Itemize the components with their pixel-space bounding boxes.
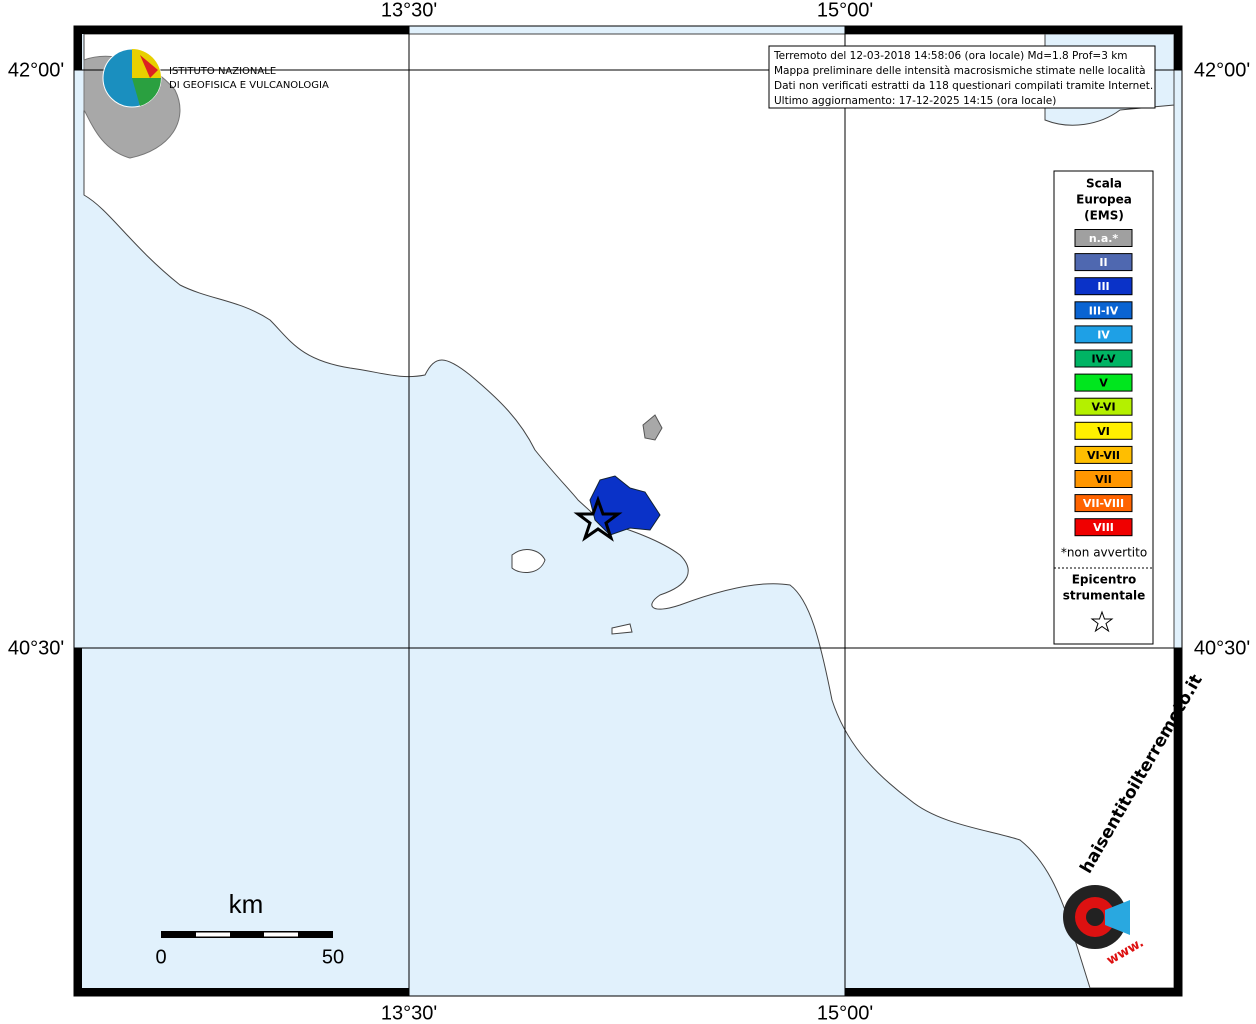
legend-label: IV-V bbox=[1091, 353, 1116, 366]
frame-bar bbox=[74, 648, 82, 996]
legend-label: III-IV bbox=[1089, 304, 1119, 317]
legend-title: (EMS) bbox=[1084, 209, 1124, 223]
legend-swatch bbox=[1074, 253, 1133, 272]
legend-swatch bbox=[1074, 301, 1133, 320]
legend-label: V-VI bbox=[1091, 401, 1115, 414]
frame-bar bbox=[1174, 648, 1182, 996]
legend-label: IV bbox=[1097, 328, 1110, 341]
lat-label: 42°00' bbox=[1194, 59, 1250, 81]
legend-swatch bbox=[1074, 277, 1133, 296]
badge-core bbox=[1086, 908, 1104, 926]
info-box bbox=[768, 45, 1156, 109]
legend: Scala Europea (EMS) *non avvertito Epice… bbox=[1053, 170, 1154, 645]
legend-swatch bbox=[1074, 397, 1133, 416]
frame-bar bbox=[845, 988, 1182, 996]
island bbox=[511, 549, 546, 573]
legend-label: VII bbox=[1095, 473, 1112, 486]
legend-swatch bbox=[1074, 229, 1133, 247]
legend-label: II bbox=[1099, 256, 1107, 269]
legend-star bbox=[1090, 610, 1114, 633]
info-line: Terremoto del 12-03-2018 14:58:06 (ora l… bbox=[773, 50, 1128, 62]
legend-label: VI bbox=[1097, 425, 1110, 438]
legend-label: VIII bbox=[1093, 521, 1114, 534]
info-line: Ultimo aggiornamento: 17-12-2025 14:15 (… bbox=[774, 95, 1056, 107]
legend-swatch bbox=[1074, 349, 1133, 368]
island bbox=[642, 414, 663, 441]
legend-swatch bbox=[1074, 421, 1133, 440]
legend-swatch bbox=[1074, 373, 1133, 392]
legend-swatch bbox=[1074, 518, 1133, 537]
frame-bar bbox=[74, 26, 409, 34]
lon-label: 13°30' bbox=[381, 1002, 437, 1024]
legend-label: n.a.* bbox=[1089, 232, 1119, 245]
legend-label: VII-VIII bbox=[1083, 497, 1124, 510]
legend-note: *non avvertito bbox=[1061, 546, 1147, 560]
logo-segment bbox=[140, 55, 158, 78]
lat-label: 42°00' bbox=[8, 59, 64, 81]
ingv-logo: ISTITUTO NAZIONALE DI GEOFISICA E VULCAN… bbox=[102, 48, 329, 108]
scale-label: 50 bbox=[322, 946, 344, 968]
legend-label: VI-VII bbox=[1087, 449, 1120, 462]
scale-label: 0 bbox=[155, 946, 166, 968]
frame-bar bbox=[1174, 26, 1182, 70]
logo-text: DI GEOFISICA E VULCANOLOGIA bbox=[169, 80, 329, 91]
info-line: Dati non verificati estratti da 118 ques… bbox=[774, 80, 1153, 92]
legend-swatch bbox=[1074, 494, 1133, 513]
logo-segment bbox=[132, 78, 162, 106]
lon-label: 13°30' bbox=[381, 0, 437, 21]
frame-bar bbox=[74, 988, 409, 996]
legend-label: V bbox=[1099, 377, 1108, 390]
scale-bar: km 0 50 bbox=[155, 889, 344, 968]
legend-swatch bbox=[1074, 325, 1133, 344]
frame bbox=[73, 25, 1183, 997]
frame-bar bbox=[845, 26, 1182, 34]
lat-label: 40°30' bbox=[8, 637, 64, 659]
scale-bar-body bbox=[161, 931, 333, 938]
info-line: Mappa preliminare delle intensità macros… bbox=[774, 65, 1146, 77]
lon-label: 15°00' bbox=[817, 0, 873, 21]
frame-bar bbox=[74, 26, 82, 70]
scale-segment bbox=[196, 932, 230, 937]
lat-label: 40°30' bbox=[1194, 637, 1250, 659]
scale-segment bbox=[264, 932, 298, 937]
legend-title: Europea bbox=[1076, 193, 1132, 207]
island bbox=[611, 623, 633, 635]
legend-title: Scala bbox=[1086, 177, 1122, 191]
legend-swatch bbox=[1074, 470, 1133, 488]
frame-border bbox=[73, 25, 1183, 997]
epicentre-star bbox=[573, 495, 623, 542]
legend-swatch bbox=[1074, 445, 1133, 464]
scale-unit: km bbox=[229, 889, 264, 919]
legend-epicentre: Epicentro bbox=[1072, 573, 1137, 587]
lon-label: 15°00' bbox=[817, 1002, 873, 1024]
logo-text: ISTITUTO NAZIONALE bbox=[169, 66, 276, 77]
legend-epicentre: strumentale bbox=[1063, 589, 1146, 603]
badge-horn bbox=[1105, 900, 1130, 935]
legend-label: III bbox=[1097, 280, 1109, 293]
